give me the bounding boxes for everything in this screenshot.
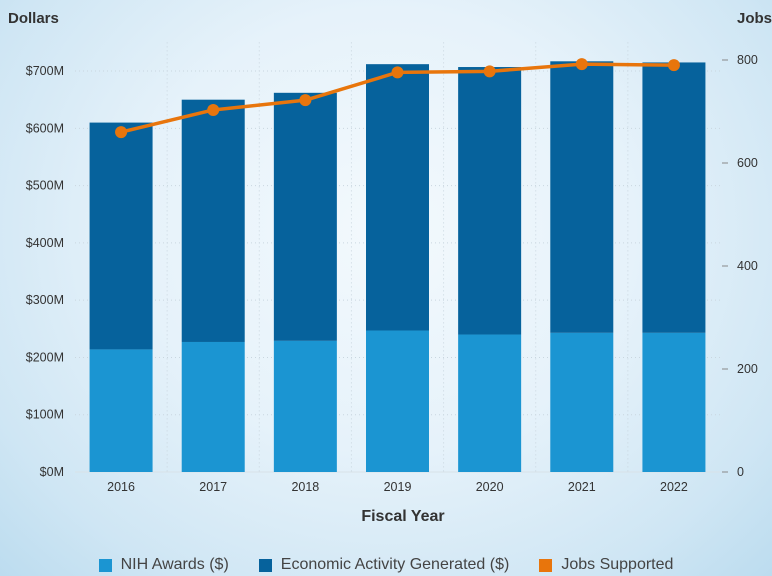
bar-economic-activity: [89, 122, 153, 350]
bar-nih-awards: [273, 340, 337, 472]
legend-item-nih-awards: NIH Awards ($): [98, 556, 229, 574]
line-layer: [115, 58, 680, 139]
left-tick-label: $0M: [40, 465, 64, 479]
right-tick-label: 800: [737, 53, 758, 67]
x-axis-title: Fiscal Year: [361, 508, 444, 525]
left-tick-label: $500M: [26, 179, 64, 193]
jobs-point: [299, 94, 312, 107]
x-tick-label: 2019: [384, 480, 412, 494]
bar-nih-awards: [89, 349, 153, 472]
bar-nih-awards: [550, 332, 614, 472]
left-tick-label: $300M: [26, 293, 64, 307]
bar-layer: [89, 61, 706, 472]
bar-nih-awards: [458, 334, 522, 472]
jobs-point: [483, 65, 496, 78]
left-tick-label: $700M: [26, 64, 64, 78]
legend-label-jobs-supported: Jobs Supported: [561, 556, 674, 573]
legend-swatch-nih-awards: [98, 558, 112, 572]
right-tick-label: 400: [737, 259, 758, 273]
jobs-point: [391, 66, 404, 79]
bar-economic-activity: [642, 62, 706, 333]
legend-label-economic-activity: Economic Activity Generated ($): [280, 556, 510, 573]
left-tick-label: $600M: [26, 121, 64, 135]
jobs-point: [575, 58, 588, 71]
right-tick-label: 0: [737, 465, 744, 479]
x-tick-label: 2021: [568, 480, 596, 494]
legend-swatch-economic-activity: [258, 558, 272, 572]
right-axis-title: Jobs: [737, 10, 772, 27]
bar-economic-activity: [366, 64, 429, 331]
jobs-point: [667, 59, 680, 72]
bar-nih-awards: [642, 332, 706, 472]
x-tick-label: 2017: [199, 480, 227, 494]
bar-economic-activity: [273, 92, 337, 341]
left-tick-label: $200M: [26, 350, 64, 364]
left-tick-label: $100M: [26, 408, 64, 422]
bar-nih-awards: [181, 341, 245, 472]
x-tick-label: 2018: [291, 480, 319, 494]
legend-item-economic-activity: Economic Activity Generated ($): [258, 556, 510, 574]
chart-legend: NIH Awards ($) Economic Activity Generat…: [0, 556, 772, 574]
bar-economic-activity: [458, 67, 522, 335]
jobs-point: [115, 126, 128, 139]
right-tick-label: 600: [737, 156, 758, 170]
x-tick-label: 2016: [107, 480, 135, 494]
bar-economic-activity: [550, 61, 614, 333]
legend-swatch-jobs-supported: [539, 558, 553, 572]
bar-nih-awards: [366, 330, 429, 472]
axis-layer: $0M $100M $200M $300M $400M $500M $600M $700M 0 2…: [26, 53, 758, 494]
x-tick-label: 2020: [476, 480, 504, 494]
left-axis-title: Dollars: [8, 10, 59, 27]
jobs-point: [207, 103, 220, 116]
legend-label-nih-awards: NIH Awards ($): [120, 556, 229, 573]
bar-economic-activity: [181, 99, 245, 342]
legend-item-jobs-supported: Jobs Supported: [539, 556, 673, 574]
left-tick-label: $400M: [26, 236, 64, 250]
x-tick-label: 2022: [660, 480, 688, 494]
right-tick-label: 200: [737, 362, 758, 376]
